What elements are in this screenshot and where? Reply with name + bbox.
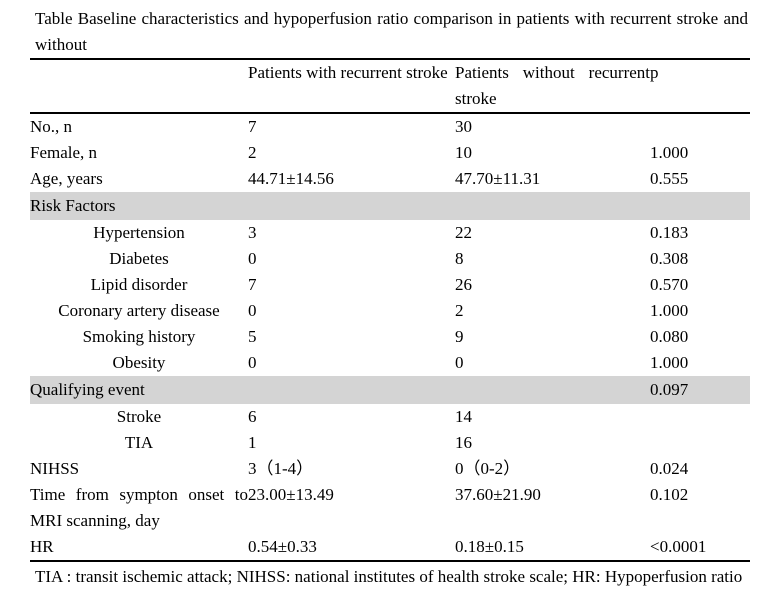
p-value-cell bbox=[650, 430, 750, 456]
with-recurrent-value-cell: 3（1-4） bbox=[248, 459, 314, 478]
p-value-cell bbox=[650, 113, 750, 140]
row-label: No., n bbox=[30, 117, 73, 136]
section-label: Qualifying event bbox=[30, 380, 145, 399]
table-row: No., n 7 30 bbox=[30, 113, 750, 140]
table-body: No., n 7 30 Female, n 2 10 1.000 Age, years 44.7… bbox=[30, 113, 750, 561]
p-value-cell: <0.0001 bbox=[650, 537, 707, 556]
with-recurrent-value-cell: 3 bbox=[248, 223, 257, 242]
with-recurrent-value-cell: 6 bbox=[248, 407, 257, 426]
row-label: Female, n bbox=[30, 143, 98, 162]
p-value-cell: 1.000 bbox=[650, 301, 689, 320]
without-recurrent-value-cell: 30 bbox=[455, 117, 472, 136]
table-row: Lipid disorder 7 26 0.570 bbox=[30, 272, 750, 298]
table-row: Obesity 0 0 1.000 bbox=[30, 350, 750, 376]
row-label: Obesity bbox=[112, 353, 166, 372]
table-row: HR 0.54±0.33 0.18±0.15 <0.0001 bbox=[30, 534, 750, 561]
with-recurrent-value-cell: 7 bbox=[248, 275, 257, 294]
section-row: Qualifying event 0.097 bbox=[30, 376, 750, 404]
with-recurrent-value-cell: 44.71±14.56 bbox=[248, 169, 334, 188]
table-row: Smoking history 5 9 0.080 bbox=[30, 324, 750, 350]
without-recurrent-value-cell: 0 bbox=[455, 353, 464, 372]
table-row: Diabetes 0 8 0.308 bbox=[30, 246, 750, 272]
header-without-recurrent-stroke: Patients without recurrent stroke bbox=[455, 63, 650, 108]
table-title: Table Baseline characteristics and hypop… bbox=[35, 9, 748, 54]
table-header: Patients with recurrent stroke Patients … bbox=[30, 59, 750, 113]
row-label: Coronary artery disease bbox=[58, 301, 220, 320]
paper-table-page: Table Baseline characteristics and hypop… bbox=[30, 9, 750, 586]
table-row: TIA 1 16 bbox=[30, 430, 750, 456]
without-recurrent-value-cell: 0.18±0.15 bbox=[455, 537, 524, 556]
with-recurrent-value-cell: 7 bbox=[248, 117, 257, 136]
header-characteristic bbox=[30, 59, 248, 113]
p-value-cell: 0.183 bbox=[650, 223, 689, 242]
p-value-cell: 1.000 bbox=[650, 143, 689, 162]
table-row: Coronary artery disease 0 2 1.000 bbox=[30, 298, 750, 324]
baseline-characteristics-table: Patients with recurrent stroke Patients … bbox=[30, 58, 750, 562]
row-label: Diabetes bbox=[109, 249, 169, 268]
with-recurrent-value-cell: 23.00±13.49 bbox=[248, 485, 334, 504]
without-recurrent-value-cell: 0（0-2） bbox=[455, 459, 521, 478]
table-footnote: TIA : transit ischemic attack; NIHSS: na… bbox=[35, 567, 743, 586]
table-row: Stroke 6 14 bbox=[30, 404, 750, 430]
row-label: Lipid disorder bbox=[90, 275, 188, 294]
p-value-cell: 0.097 bbox=[650, 380, 689, 399]
with-recurrent-value-cell: 1 bbox=[248, 433, 257, 452]
without-recurrent-value-cell: 9 bbox=[455, 327, 464, 346]
with-recurrent-value-cell: 5 bbox=[248, 327, 257, 346]
p-value-cell bbox=[650, 404, 750, 430]
p-value-cell: 0.080 bbox=[650, 327, 689, 346]
with-recurrent-value-cell: 0 bbox=[248, 301, 257, 320]
row-label: Hypertension bbox=[93, 223, 185, 242]
table-row: Age, years 44.71±14.56 47.70±11.31 0.555 bbox=[30, 166, 750, 192]
p-value-cell: 0.024 bbox=[650, 459, 689, 478]
p-value-cell bbox=[650, 192, 750, 220]
without-recurrent-value-cell: 2 bbox=[455, 301, 464, 320]
row-label: Smoking history bbox=[82, 327, 196, 346]
p-value-cell: 0.555 bbox=[650, 169, 689, 188]
p-value-cell: 0.308 bbox=[650, 249, 689, 268]
with-recurrent-value-cell: 0 bbox=[248, 353, 257, 372]
row-label: TIA bbox=[124, 433, 154, 452]
p-value-cell: 0.102 bbox=[650, 485, 689, 504]
with-recurrent-value-cell: 0 bbox=[248, 249, 257, 268]
without-recurrent-value-cell: 8 bbox=[455, 249, 464, 268]
without-recurrent-value-cell: 16 bbox=[455, 433, 472, 452]
row-label: NIHSS bbox=[30, 459, 80, 478]
without-recurrent-value-cell: 26 bbox=[455, 275, 472, 294]
p-value-cell: 0.570 bbox=[650, 275, 689, 294]
without-recurrent-value-cell: 22 bbox=[455, 223, 472, 242]
p-value-cell: 1.000 bbox=[650, 353, 689, 372]
without-recurrent-value-cell: 47.70±11.31 bbox=[455, 169, 541, 188]
with-recurrent-value-cell: 0.54±0.33 bbox=[248, 537, 317, 556]
row-label: Age, years bbox=[30, 169, 103, 188]
row-label: HR bbox=[30, 537, 54, 556]
table-row: Time from sympton onset to MRI scanning,… bbox=[30, 482, 750, 534]
table-row: NIHSS 3（1-4） 0（0-2） 0.024 bbox=[30, 456, 750, 482]
header-p-value: p bbox=[650, 63, 659, 82]
without-recurrent-value-cell: 37.60±21.90 bbox=[455, 485, 541, 504]
header-with-recurrent-stroke: Patients with recurrent stroke bbox=[248, 63, 448, 82]
row-label: Stroke bbox=[116, 407, 162, 426]
header-row: Patients with recurrent stroke Patients … bbox=[30, 59, 750, 113]
table-row: Female, n 2 10 1.000 bbox=[30, 140, 750, 166]
with-recurrent-value-cell: 2 bbox=[248, 143, 257, 162]
without-recurrent-value-cell: 14 bbox=[455, 407, 472, 426]
section-label: Risk Factors bbox=[30, 196, 116, 215]
row-label: Time from sympton onset to MRI scanning,… bbox=[30, 485, 248, 530]
table-row: Hypertension 3 22 0.183 bbox=[30, 220, 750, 246]
section-row: Risk Factors bbox=[30, 192, 750, 220]
without-recurrent-value-cell: 10 bbox=[455, 143, 472, 162]
